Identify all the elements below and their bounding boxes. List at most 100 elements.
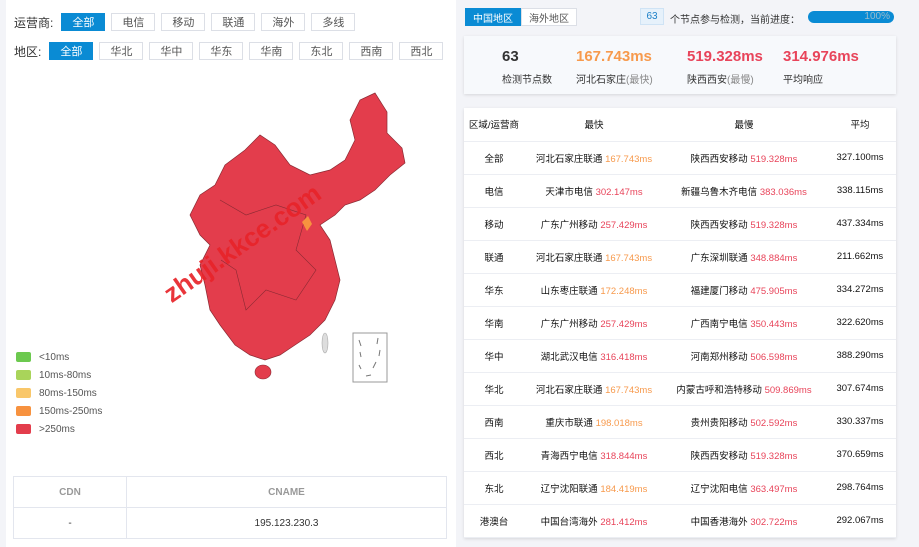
average-latency: 211.662ms <box>824 240 896 274</box>
table-row[interactable]: 电信 天津市电信 302.147ms 新疆乌鲁木齐电信 383.036ms 338.1… <box>464 174 896 208</box>
region-option-button[interactable]: 西北 <box>399 42 444 60</box>
table-row[interactable]: 东北 辽宁沈阳联通 184.419ms 辽宁沈阳电信 363.497ms 298.76… <box>464 471 896 505</box>
slowest-latency: 519.328ms <box>750 219 798 231</box>
fastest-cell: 重庆市联通 198.018ms <box>524 405 664 439</box>
slowest-node: 广西南宁电信 <box>690 318 748 330</box>
region-option-button[interactable]: 东北 <box>299 42 344 60</box>
legend-label: 80ms-150ms <box>39 387 97 399</box>
average-latency: 298.764ms <box>824 471 896 505</box>
average-latency: 437.334ms <box>824 207 896 241</box>
fastest-latency: 316.418ms <box>600 351 648 363</box>
region-option-button[interactable]: 西南 <box>349 42 394 60</box>
slowest-latency: 348.884ms <box>750 252 798 264</box>
fastest-latency: 167.743ms <box>605 252 653 264</box>
region-option-button[interactable]: 华北 <box>99 42 144 60</box>
tab-china[interactable]: 中国地区 <box>465 8 521 26</box>
average-latency: 330.337ms <box>824 405 896 439</box>
fastest-node: 河北石家庄联通 <box>535 153 603 165</box>
slowest-latency: 302.722ms <box>750 516 798 528</box>
slowest-node: 广东深圳联通 <box>690 252 748 264</box>
average-latency: 370.659ms <box>824 438 896 472</box>
fastest-cell: 中国台湾海外 281.412ms <box>524 504 664 538</box>
slowest-cell: 辽宁沈阳电信 363.497ms <box>664 471 824 505</box>
slowest-latency: 475.905ms <box>750 285 798 297</box>
region-cell: 移动 <box>464 207 524 241</box>
slowest-latency: 363.497ms <box>750 483 798 495</box>
isp-option-button[interactable]: 海外 <box>261 13 306 31</box>
average-latency: 338.115ms <box>824 174 896 208</box>
table-row[interactable]: 华中 湖北武汉电信 316.418ms 河南郑州移动 506.598ms 388.29… <box>464 339 896 373</box>
region-option-button[interactable]: 华东 <box>199 42 244 60</box>
slowest-cell: 福建厦门移动 475.905ms <box>664 273 824 307</box>
legend-swatch <box>16 388 31 398</box>
table-row[interactable]: 联通 河北石家庄联通 167.743ms 广东深圳联通 348.884ms 211.6… <box>464 240 896 274</box>
fastest-cell: 山东枣庄联通 172.248ms <box>524 273 664 307</box>
region-cell: 华东 <box>464 273 524 307</box>
summary-label-sub: (最快) <box>626 75 653 86</box>
summary-label-text: 陕西西安 <box>687 75 727 86</box>
legend-label: <10ms <box>39 351 70 363</box>
isp-option-button[interactable]: 电信 <box>111 13 156 31</box>
summary-label: 平均响应 <box>783 71 859 86</box>
isp-filter: 运营商: 全部 电信 移动 联通 海外 多线 <box>14 13 356 31</box>
slowest-node: 河南郑州移动 <box>690 351 748 363</box>
province-borders <box>219 199 317 311</box>
table-row[interactable]: 移动 广东广州移动 257.429ms 陕西西安移动 519.328ms 437.33… <box>464 207 896 241</box>
taiwan[interactable] <box>321 332 329 354</box>
legend-label: 10ms-80ms <box>39 369 92 381</box>
fastest-cell: 湖北武汉电信 316.418ms <box>524 339 664 373</box>
fastest-latency: 167.743ms <box>605 384 653 396</box>
table-row[interactable]: 华南 广东广州移动 257.429ms 广西南宁电信 350.443ms 322.62… <box>464 306 896 340</box>
region-option-button[interactable]: 全部 <box>49 42 94 60</box>
table-header-row: 区域/运营商 最快 最慢 平均 <box>464 108 896 142</box>
summary-value: 314.976ms <box>783 48 859 65</box>
table-row[interactable]: 华北 河北石家庄联通 167.743ms 内蒙古呼和浩特移动 509.869ms 30… <box>464 372 896 406</box>
legend-item[interactable]: 150ms-250ms <box>16 402 102 420</box>
isp-option-button[interactable]: 联通 <box>211 13 256 31</box>
region-option-button[interactable]: 华南 <box>249 42 294 60</box>
node-count-badge: 63 <box>640 8 664 25</box>
region-cell: 电信 <box>464 174 524 208</box>
legend-item[interactable]: 10ms-80ms <box>16 366 102 384</box>
slowest-cell: 内蒙古呼和浩特移动 509.869ms <box>664 372 824 406</box>
results-table: 区域/运营商 最快 最慢 平均 全部 河北石家庄联通 167.743ms 陕西西安移动 51… <box>464 108 896 538</box>
hainan[interactable] <box>254 364 272 380</box>
table-row[interactable]: 西北 青海西宁电信 318.844ms 陕西西安移动 519.328ms 370.65… <box>464 438 896 472</box>
average-latency: 327.100ms <box>824 141 896 175</box>
summary-item: 167.743ms 河北石家庄(最快) <box>576 48 653 86</box>
slowest-cell: 广西南宁电信 350.443ms <box>664 306 824 340</box>
slowest-node: 陕西西安移动 <box>690 219 748 231</box>
region-option-button[interactable]: 华中 <box>149 42 194 60</box>
cname-value: 195.123.230.3 <box>126 507 447 539</box>
legend-item[interactable]: <10ms <box>16 348 102 366</box>
slowest-latency: 506.598ms <box>750 351 798 363</box>
legend-item[interactable]: >250ms <box>16 420 102 438</box>
beijing-tianjin-region[interactable] <box>302 216 312 231</box>
legend-item[interactable]: 80ms-150ms <box>16 384 102 402</box>
slowest-node: 辽宁沈阳电信 <box>690 483 748 495</box>
table-row[interactable]: 西南 重庆市联通 198.018ms 贵州贵阳移动 502.592ms 330.337… <box>464 405 896 439</box>
table-row[interactable]: 港澳台 中国台湾海外 281.412ms 中国香港海外 302.722ms 292.0… <box>464 504 896 538</box>
china-mainland[interactable] <box>189 92 406 361</box>
slowest-node: 中国香港海外 <box>690 516 748 528</box>
table-row[interactable]: 华东 山东枣庄联通 172.248ms 福建厦门移动 475.905ms 334.27… <box>464 273 896 307</box>
isp-option-button[interactable]: 移动 <box>161 13 206 31</box>
china-map <box>189 92 406 383</box>
isp-option-button[interactable]: 全部 <box>61 13 106 31</box>
slowest-latency: 502.592ms <box>750 417 798 429</box>
region-cell: 港澳台 <box>464 504 524 538</box>
summary-label-text: 检测节点数 <box>502 75 552 86</box>
isp-filter-label: 运营商: <box>14 15 54 30</box>
fastest-latency: 302.147ms <box>595 186 643 198</box>
region-cell: 华北 <box>464 372 524 406</box>
latency-legend: <10ms 10ms-80ms 80ms-150ms 150ms-250ms >250m… <box>16 348 102 438</box>
tab-overseas[interactable]: 海外地区 <box>521 8 577 26</box>
fastest-node: 青海西宁电信 <box>540 450 598 462</box>
cdn-value: - <box>13 507 127 539</box>
average-latency: 292.067ms <box>824 504 896 538</box>
fastest-cell: 天津市电信 302.147ms <box>524 174 664 208</box>
region-cell: 联通 <box>464 240 524 274</box>
table-row[interactable]: 全部 河北石家庄联通 167.743ms 陕西西安移动 519.328ms 327.1… <box>464 141 896 175</box>
slowest-cell: 广东深圳联通 348.884ms <box>664 240 824 274</box>
isp-option-button[interactable]: 多线 <box>311 13 356 31</box>
